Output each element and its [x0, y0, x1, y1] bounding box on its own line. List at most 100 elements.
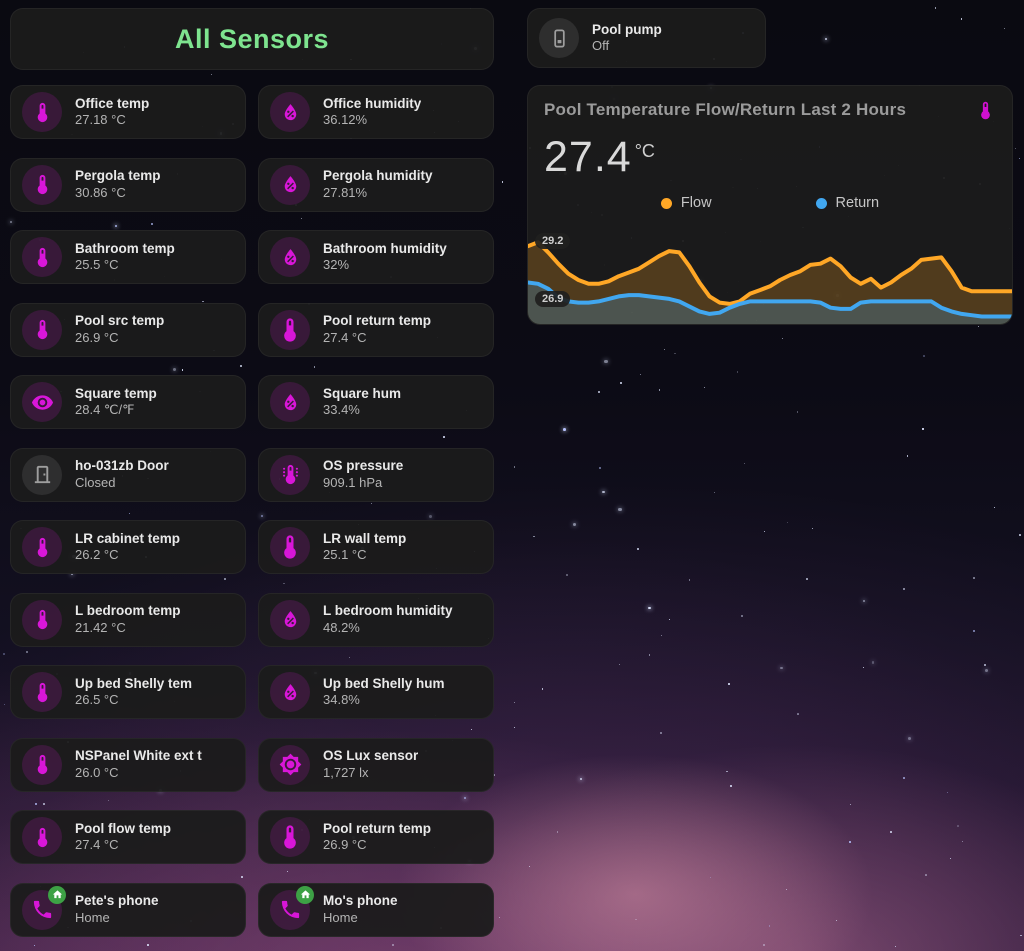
thermometer-icon [270, 817, 310, 857]
sensor-card[interactable]: Square hum 33.4% [258, 375, 494, 429]
sensor-card[interactable]: LR wall temp 25.1 °C [258, 520, 494, 574]
sensor-card[interactable]: L bedroom temp 21.42 °C [10, 592, 246, 647]
sensor-value: 26.9 °C [75, 329, 119, 345]
humidity-icon [270, 164, 310, 205]
sensor-name: Mo's phone [323, 893, 398, 909]
sensor-value: 25.1 °C [323, 547, 367, 563]
sensor-grid: Office temp 27.18 °C Office humidity 36.12%… [10, 85, 494, 937]
sensor-name: L bedroom temp [75, 603, 181, 619]
humidity-icon [284, 248, 296, 265]
sun-icon [279, 753, 301, 776]
pool-graph-svg [528, 240, 1012, 324]
flow-max-badge: 29.2 [535, 233, 571, 249]
sensor-name: Up bed Shelly hum [323, 675, 445, 691]
thermometer-icon [37, 754, 47, 775]
humidity-icon [284, 103, 296, 120]
humidity-icon [270, 599, 310, 640]
thermometer-icon [22, 92, 62, 132]
sensor-name: LR wall temp [323, 530, 407, 546]
sensor-card[interactable]: Office temp 27.18 °C [10, 85, 246, 139]
thermometer-icon [22, 599, 62, 640]
phone-icon [270, 885, 314, 930]
sensor-card[interactable]: Pool return temp 26.9 °C [258, 810, 494, 864]
sensor-card[interactable]: Pergola temp 30.86 °C [10, 157, 246, 212]
sensor-card[interactable]: Office humidity 36.12% [258, 85, 494, 139]
sensor-card[interactable]: Pergola humidity 27.81% [258, 157, 494, 212]
sensor-name: Office humidity [323, 95, 422, 111]
pool-temperature-graph: 29.2 26.9 [528, 231, 1012, 324]
phone-icon [22, 885, 66, 930]
pool-pump-state: Off [592, 38, 610, 54]
sensor-value: 21.42 °C [75, 619, 126, 635]
sensor-name: Up bed Shelly tem [75, 675, 193, 691]
sensor-card[interactable]: Pool return temp 27.4 °C [258, 302, 494, 357]
thermometer-icon [37, 537, 47, 557]
sensor-card[interactable]: Pool src temp 26.9 °C [10, 302, 246, 357]
phone-icon [281, 900, 299, 919]
sensor-card[interactable]: L bedroom humidity 48.2% [258, 592, 494, 647]
return-legend-label: Return [835, 195, 880, 211]
sensor-card[interactable]: OS Lux sensor 1,727 lx [258, 737, 494, 792]
sensor-name: Bathroom temp [75, 240, 175, 256]
thermometer-icon [22, 527, 62, 567]
thermometer-icon [37, 609, 47, 630]
humidity-icon [270, 382, 310, 422]
humidity-icon [270, 672, 310, 712]
eye-icon [22, 382, 62, 422]
sensor-card[interactable]: Bathroom humidity 32% [258, 230, 494, 284]
thermometer-icon [284, 825, 296, 849]
sensor-card[interactable]: Mo's phone Home [258, 882, 494, 937]
thermometer-icon [22, 744, 62, 785]
thermometer-icon [22, 237, 62, 277]
flow-legend-label: Flow [680, 195, 712, 211]
sensor-value: 30.86 °C [75, 184, 126, 200]
sensor-card[interactable]: Pete's phone Home [10, 882, 246, 937]
sensor-value: 33.4% [323, 402, 360, 418]
sun-icon [270, 744, 310, 785]
sensor-value: 26.2 °C [75, 547, 119, 563]
sensor-name: Bathroom humidity [323, 240, 447, 256]
home-icon [300, 890, 310, 899]
pool-panel: Pool pump Off Pool Temperature Flow/Retu… [527, 8, 1013, 325]
sensor-name: Square hum [323, 385, 402, 401]
sensor-card[interactable]: Pool flow temp 27.4 °C [10, 810, 246, 864]
thermometer-icon [22, 817, 62, 857]
sensor-card[interactable]: Up bed Shelly hum 34.8% [258, 665, 494, 719]
thermometer-icon [975, 100, 996, 126]
sensor-card[interactable]: Up bed Shelly tem 26.5 °C [10, 665, 246, 719]
sensor-card[interactable]: Bathroom temp 25.5 °C [10, 230, 246, 284]
sensor-name: Pool flow temp [75, 820, 171, 836]
sensor-name: Pete's phone [75, 893, 159, 909]
sensor-card[interactable]: Square temp 28.4 ℃/℉ [10, 375, 246, 429]
sensor-name: Office temp [75, 95, 150, 111]
sensor-name: ho-031zb Door [75, 458, 169, 474]
thermometer-icon [284, 317, 296, 342]
pool-pump-card[interactable]: Pool pump Off [527, 8, 766, 68]
sensors-panel: All Sensors Office temp 27.18 °C Office hu… [10, 8, 494, 937]
sensor-value: 25.5 °C [75, 257, 119, 273]
sensor-card[interactable]: LR cabinet temp 26.2 °C [10, 520, 246, 574]
pool-pump-name: Pool pump [592, 21, 662, 37]
sensor-card[interactable]: NSPanel White ext t 26.0 °C [10, 737, 246, 792]
sensor-card[interactable]: ho-031zb Door Closed [10, 447, 246, 502]
humidity-icon [284, 176, 296, 193]
flow-min-badge: 26.9 [535, 291, 571, 307]
sensor-card[interactable]: OS pressure 909.1 hPa [258, 447, 494, 502]
sensor-value: 28.4 ℃/℉ [75, 402, 135, 418]
sensor-value: 27.4 °C [75, 837, 119, 853]
pool-temperature-chart-card[interactable]: Pool Temperature Flow/Return Last 2 Hour… [527, 85, 1013, 325]
sensor-name: Pergola temp [75, 168, 161, 184]
sensor-value: 32% [323, 257, 350, 273]
door-icon [22, 454, 62, 495]
humidity-icon [270, 237, 310, 277]
sensor-value: Home [75, 909, 110, 925]
sensor-name: OS Lux sensor [323, 748, 419, 764]
thermometer-icon [37, 827, 47, 847]
pressure-icon [282, 464, 298, 485]
chart-title: Pool Temperature Flow/Return Last 2 Hour… [544, 100, 907, 119]
thermometer-icon [22, 164, 62, 205]
return-legend-dot-icon [815, 197, 827, 209]
eye-icon [31, 394, 53, 410]
home-zone-badge [296, 885, 314, 904]
sensor-value: 48.2% [323, 619, 360, 635]
